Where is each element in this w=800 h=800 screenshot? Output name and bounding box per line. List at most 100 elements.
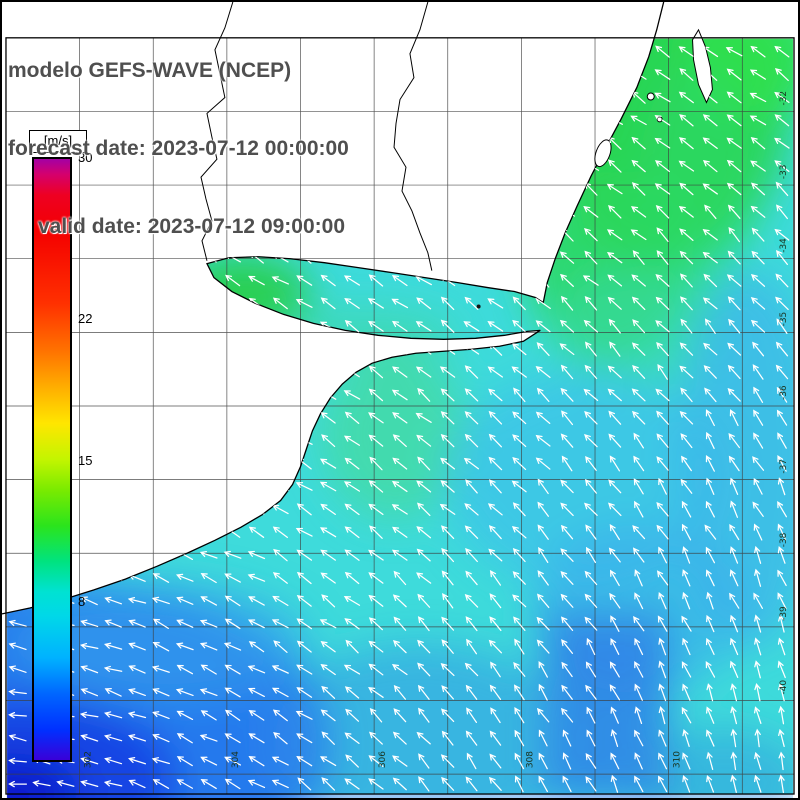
wind-arrow bbox=[344, 91, 360, 104]
wind-arrow bbox=[295, 390, 313, 400]
wind-arrow bbox=[465, 479, 478, 494]
wind-arrow bbox=[706, 614, 715, 633]
wind-arrow bbox=[730, 751, 737, 771]
wind-arrow bbox=[224, 526, 241, 538]
wind-arrow bbox=[392, 251, 408, 264]
wind-arrow bbox=[706, 591, 714, 610]
wind-arrow bbox=[319, 115, 337, 125]
wind-arrow bbox=[682, 591, 691, 610]
wind-arrow bbox=[514, 752, 525, 770]
wind-arrow bbox=[199, 207, 218, 216]
coastline bbox=[2, 2, 665, 615]
wind-arrow bbox=[368, 755, 384, 767]
wind-arrow bbox=[417, 662, 431, 677]
wind-arrow bbox=[343, 161, 361, 172]
wind-arrow bbox=[223, 70, 242, 79]
wind-arrow bbox=[152, 642, 170, 652]
wind-arrow bbox=[153, 275, 169, 286]
wind-arrow bbox=[33, 68, 50, 81]
wind-arrow bbox=[319, 458, 337, 469]
wind-arrow bbox=[774, 160, 790, 172]
wind-arrow bbox=[176, 229, 193, 240]
wind-arrow bbox=[199, 688, 218, 697]
wind-arrow bbox=[368, 205, 384, 218]
wind-arrow bbox=[536, 639, 550, 654]
wind-arrow bbox=[512, 411, 527, 425]
wind-arrow bbox=[440, 205, 455, 218]
wind-arrow bbox=[584, 502, 598, 516]
wind-arrow bbox=[753, 432, 764, 449]
wind-arrow bbox=[654, 115, 671, 126]
wind-arrow bbox=[248, 412, 265, 424]
wind-arrow bbox=[8, 161, 27, 171]
wind-arrow bbox=[754, 545, 762, 564]
wind-arrow bbox=[656, 227, 669, 243]
wind-arrow bbox=[511, 343, 527, 356]
wind-arrow bbox=[512, 457, 527, 471]
wind-arrow bbox=[391, 504, 408, 515]
wind-arrow bbox=[319, 481, 337, 492]
wind-arrow bbox=[248, 297, 265, 309]
wind-arrow bbox=[608, 479, 622, 494]
wind-arrow bbox=[633, 432, 644, 449]
wind-arrow bbox=[80, 459, 98, 468]
wind-arrow bbox=[705, 455, 715, 472]
wind-arrow bbox=[487, 92, 504, 103]
wind-arrow bbox=[56, 47, 75, 56]
colorbar-tick-label: 8 bbox=[78, 593, 86, 609]
wind-arrow bbox=[512, 502, 526, 517]
wind-arrow bbox=[681, 706, 692, 724]
wind-arrow bbox=[104, 298, 122, 309]
wind-arrow bbox=[271, 413, 289, 423]
wind-arrow bbox=[200, 252, 217, 263]
wind-arrow bbox=[705, 409, 715, 427]
wind-arrow bbox=[80, 47, 98, 56]
wind-arrow bbox=[656, 524, 669, 540]
wind-arrow bbox=[631, 159, 646, 173]
wind-arrow bbox=[104, 459, 123, 467]
wind-arrow bbox=[750, 136, 766, 150]
wind-arrow bbox=[200, 573, 217, 584]
wind-arrow bbox=[248, 596, 265, 606]
wind-arrow bbox=[486, 47, 504, 57]
wind-arrow bbox=[439, 229, 456, 241]
wind-arrow bbox=[658, 683, 667, 702]
wind-arrow bbox=[9, 207, 27, 217]
wind-arrow bbox=[775, 181, 789, 197]
wind-arrow bbox=[296, 571, 312, 585]
wind-arrow bbox=[248, 183, 265, 195]
wind-arrow bbox=[608, 318, 621, 334]
wind-arrow bbox=[343, 390, 361, 400]
wind-arrow bbox=[725, 47, 743, 57]
wind-arrow bbox=[440, 434, 455, 448]
wind-arrow bbox=[296, 183, 313, 195]
wind-arrow bbox=[248, 504, 265, 515]
wind-arrow bbox=[129, 114, 145, 126]
wind-arrow bbox=[128, 184, 146, 193]
wind-arrow bbox=[655, 45, 670, 58]
wind-arrow bbox=[415, 252, 432, 264]
wind-arrow bbox=[706, 477, 715, 495]
wind-arrow bbox=[584, 136, 598, 150]
wind-arrow bbox=[128, 207, 147, 216]
wind-arrow bbox=[296, 756, 313, 767]
wind-arrow bbox=[296, 160, 312, 172]
wind-arrow bbox=[632, 365, 646, 379]
wind-arrow bbox=[634, 683, 643, 701]
wind-arrow bbox=[514, 729, 525, 747]
wind-arrow bbox=[777, 637, 786, 656]
wind-arrow bbox=[367, 115, 385, 126]
wind-arrow bbox=[632, 319, 646, 334]
wind-arrow bbox=[80, 550, 98, 560]
wind-arrow bbox=[416, 91, 431, 104]
wind-arrow bbox=[223, 321, 242, 331]
wind-arrow bbox=[344, 503, 360, 516]
wind-arrow bbox=[632, 525, 646, 540]
colorbar-tick-label: 15 bbox=[78, 452, 93, 468]
wind-arrow bbox=[176, 253, 194, 263]
wind-arrow bbox=[658, 477, 667, 495]
wind-arrow bbox=[750, 205, 766, 218]
wind-arrow bbox=[727, 250, 741, 265]
latitude-tick-label: -34 bbox=[779, 238, 789, 253]
wind-arrow bbox=[200, 664, 217, 675]
